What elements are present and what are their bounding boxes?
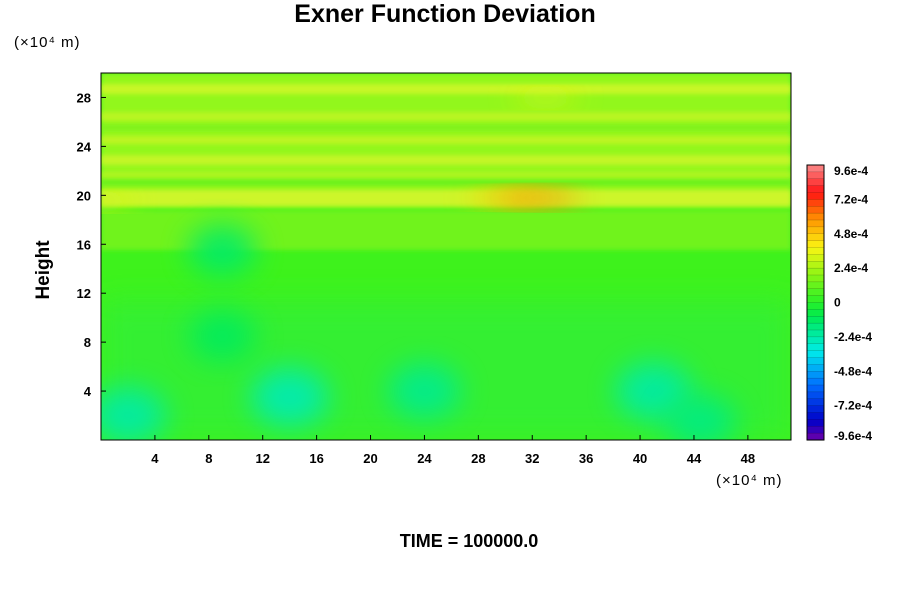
colorbar-segment bbox=[806, 171, 825, 180]
x-tick-label: 36 bbox=[579, 451, 593, 466]
colorbar-segment bbox=[806, 419, 825, 427]
colorbar-segment bbox=[806, 350, 825, 359]
field-feature bbox=[250, 368, 329, 427]
field-band bbox=[101, 155, 791, 165]
colorbar-segment bbox=[806, 281, 825, 290]
field-feature bbox=[189, 310, 256, 362]
colorbar-segment bbox=[806, 240, 825, 249]
field-band bbox=[101, 136, 791, 144]
field-feature bbox=[665, 394, 737, 440]
y-tick-label: 24 bbox=[77, 139, 92, 154]
colorbar-segment bbox=[806, 432, 825, 441]
field-band bbox=[101, 84, 791, 94]
y-tick-label: 16 bbox=[77, 237, 91, 252]
colorbar-segment bbox=[806, 261, 825, 269]
colorbar-tick-label: 4.8e-4 bbox=[834, 227, 868, 241]
x-tick-label: 28 bbox=[471, 451, 485, 466]
field-feature bbox=[101, 387, 166, 440]
colorbar-segment bbox=[806, 412, 825, 420]
colorbar-tick-label: 0 bbox=[834, 296, 841, 310]
field-band bbox=[101, 190, 791, 206]
colorbar-tick-label: -9.6e-4 bbox=[834, 429, 872, 443]
x-tick-label: 44 bbox=[687, 451, 702, 466]
colorbar-segment bbox=[806, 405, 825, 414]
colorbar-tick-label: -2.4e-4 bbox=[834, 330, 872, 344]
x-tick-label: 12 bbox=[255, 451, 269, 466]
colorbar-tick-label: -7.2e-4 bbox=[834, 399, 872, 413]
plot-area bbox=[101, 73, 791, 440]
colorbar-segment bbox=[806, 309, 825, 317]
colorbar-segment bbox=[806, 398, 825, 407]
colorbar-segment bbox=[806, 288, 825, 297]
field-band bbox=[101, 125, 791, 130]
colorbar-segment bbox=[806, 206, 825, 214]
y-tick-label: 8 bbox=[84, 335, 91, 350]
field-band bbox=[101, 180, 791, 185]
colorbar-segment bbox=[806, 329, 825, 338]
time-label: TIME = 100000.0 bbox=[399, 531, 539, 551]
colorbar-segment bbox=[806, 377, 825, 386]
x-tick-label: 4 bbox=[151, 451, 159, 466]
colorbar-segment bbox=[806, 212, 825, 221]
colorbar-tick-label: 9.6e-4 bbox=[834, 164, 868, 178]
colorbar-segment bbox=[806, 164, 825, 173]
colorbar-segment bbox=[806, 274, 825, 283]
y-axis-ticks: 4 8 12 16 20 24 28 bbox=[77, 90, 106, 399]
x-axis-unit: (×10⁴ m) bbox=[716, 472, 783, 489]
colorbar-segment bbox=[806, 247, 825, 255]
colorbar-segment bbox=[806, 364, 825, 372]
colorbar-segment bbox=[806, 267, 825, 276]
colorbar-segment bbox=[806, 357, 825, 365]
colorbar-segment bbox=[806, 226, 825, 235]
colorbar-segment bbox=[806, 336, 825, 345]
y-tick-label: 4 bbox=[84, 384, 92, 399]
x-tick-label: 24 bbox=[417, 451, 432, 466]
colorbar-segment bbox=[806, 371, 825, 379]
x-axis-ticks: 4 8 12 16 20 24 28 32 36 40 44 48 bbox=[151, 435, 755, 466]
colorbar-tick-label: 7.2e-4 bbox=[834, 192, 868, 206]
x-tick-label: 16 bbox=[309, 451, 323, 466]
colorbar-tick-label: -4.8e-4 bbox=[834, 364, 872, 378]
colorbar-segment bbox=[806, 185, 825, 194]
field-band bbox=[101, 172, 791, 178]
colorbar-segment bbox=[806, 233, 825, 242]
x-tick-label: 32 bbox=[525, 451, 539, 466]
y-axis-unit: (×10⁴ m) bbox=[14, 34, 81, 51]
colorbar-segment bbox=[806, 391, 825, 400]
colorbar-segment bbox=[806, 384, 825, 393]
colorbar-segment bbox=[806, 254, 825, 262]
colorbar-segment bbox=[806, 316, 825, 324]
field-feature bbox=[496, 190, 582, 206]
colorbar-segment bbox=[806, 322, 825, 331]
field-feature bbox=[511, 91, 581, 104]
chart-title: Exner Function Deviation bbox=[294, 0, 596, 28]
x-tick-label: 20 bbox=[363, 451, 377, 466]
colorbar-frame bbox=[806, 164, 825, 441]
colorbar-segment bbox=[806, 192, 825, 200]
colorbar-segment bbox=[806, 219, 825, 228]
field-band bbox=[101, 112, 791, 121]
colorbar-tick-label: 2.4e-4 bbox=[834, 261, 868, 275]
colorbar: 9.6e-4 7.2e-4 4.8e-4 2.4e-4 0 -2.4e-4 -4.8e-4 -… bbox=[806, 164, 872, 443]
colorbar-segment bbox=[806, 302, 825, 310]
colorbar-segment bbox=[806, 178, 825, 187]
colorbar-segment bbox=[806, 295, 825, 304]
x-tick-label: 48 bbox=[741, 451, 755, 466]
colorbar-segment bbox=[806, 199, 825, 207]
plot-frame bbox=[100, 72, 792, 441]
y-tick-label: 28 bbox=[77, 90, 91, 105]
y-tick-label: 20 bbox=[77, 188, 91, 203]
field-features bbox=[101, 91, 737, 440]
x-tick-label: 40 bbox=[633, 451, 647, 466]
x-tick-label: 8 bbox=[205, 451, 212, 466]
y-tick-label: 12 bbox=[77, 286, 91, 301]
colorbar-segment bbox=[806, 343, 825, 352]
colorbar-segment bbox=[806, 426, 825, 434]
field-feature bbox=[101, 195, 135, 208]
field-feature bbox=[388, 363, 461, 419]
field-feature bbox=[188, 224, 257, 277]
